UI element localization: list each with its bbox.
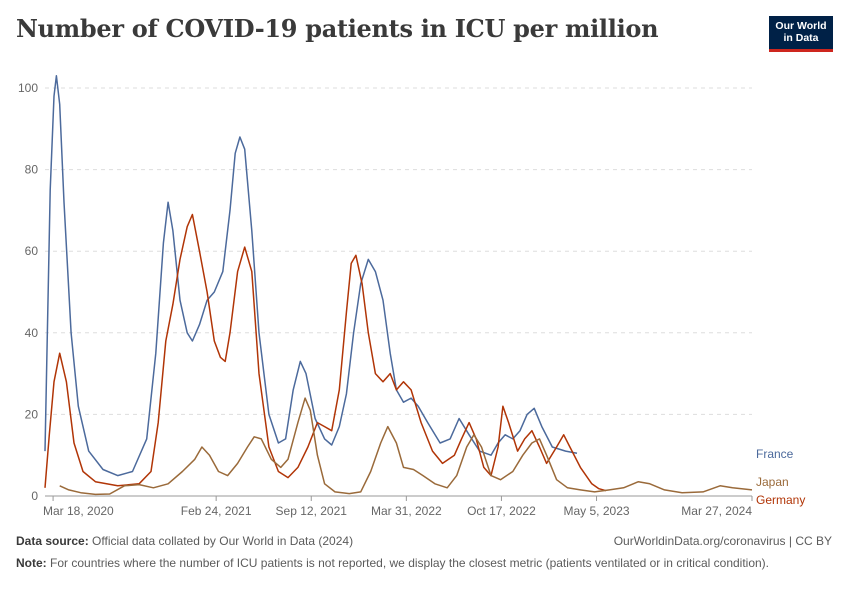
logo-line-2: in Data: [783, 32, 819, 44]
owid-logo[interactable]: Our World in Data: [769, 16, 833, 52]
series-label-germany: Germany: [756, 493, 805, 507]
chart-title: Number of COVID-19 patients in ICU per m…: [16, 14, 659, 43]
y-tick-label: 80: [25, 163, 39, 177]
data-source-text: Official data collated by Our World in D…: [92, 534, 354, 548]
series-line-japan: [59, 397, 753, 496]
y-tick-label: 40: [25, 326, 39, 340]
note-text: For countries where the number of ICU pa…: [50, 556, 770, 570]
data-source-label: Data source:: [16, 534, 89, 548]
x-tick-label: Oct 17, 2022: [467, 504, 536, 518]
y-tick-label: 100: [18, 81, 38, 95]
x-tick-label: May 5, 2023: [564, 504, 630, 518]
x-tick-label: Feb 24, 2021: [181, 504, 252, 518]
y-tick-label: 20: [25, 407, 39, 421]
y-tick-label: 0: [31, 489, 38, 503]
chart-note: Note: For countries where the number of …: [16, 556, 796, 571]
series-line-france: [44, 75, 578, 477]
x-tick-label: Mar 18, 2020: [43, 504, 114, 518]
y-tick-label: 60: [25, 244, 39, 258]
data-source: Data source: Official data collated by O…: [16, 534, 353, 548]
series-line-germany: [44, 213, 607, 492]
logo-line-1: Our World: [775, 20, 827, 32]
x-tick-label: Mar 27, 2024: [681, 504, 752, 518]
x-tick-label: Mar 31, 2022: [371, 504, 442, 518]
source-url-link[interactable]: OurWorldinData.org/coronavirus | CC BY: [613, 534, 832, 548]
series-label-france: France: [756, 447, 794, 461]
note-label: Note:: [16, 556, 47, 570]
x-tick-label: Sep 12, 2021: [276, 504, 348, 518]
series-label-japan: Japan: [756, 475, 789, 489]
